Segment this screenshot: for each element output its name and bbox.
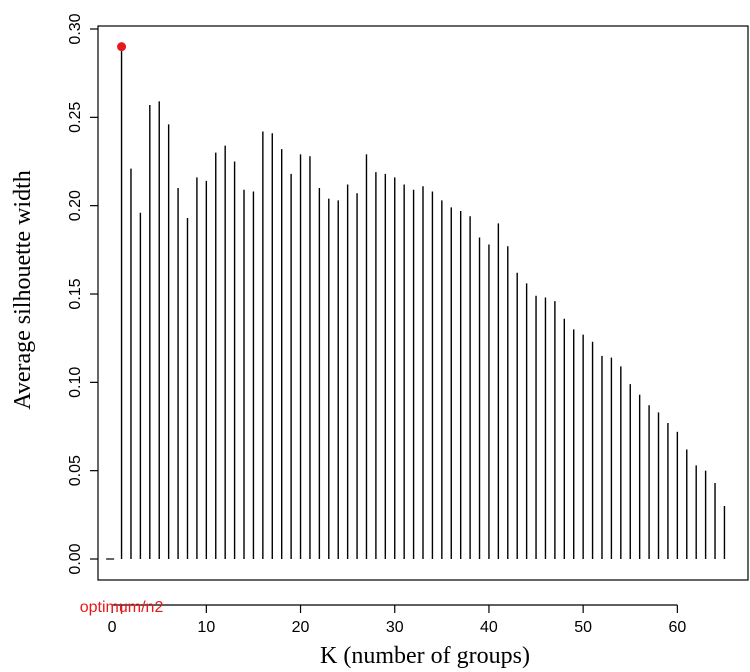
y-tick-label: 0.10 bbox=[67, 367, 84, 398]
optimum-point bbox=[117, 42, 127, 52]
optimum-layer bbox=[117, 42, 127, 614]
axes-layer: 0.00 0.05 0.10 0.15 0.20 0.25 0.30 0 10 20 30 40 50 6… bbox=[67, 13, 749, 636]
optimum-label: optimum/n2 bbox=[80, 599, 164, 616]
y-tick-label: 0.25 bbox=[67, 102, 84, 133]
y-tick-label: 0.00 bbox=[67, 543, 84, 574]
x-tick-label: 60 bbox=[668, 619, 686, 636]
plot-frame bbox=[97, 25, 749, 581]
y-axis-title: Average silhouette width bbox=[10, 170, 36, 409]
x-tick-label: 50 bbox=[574, 619, 592, 636]
x-tick-label: 30 bbox=[386, 619, 404, 636]
y-tick-label: 0.20 bbox=[67, 190, 84, 221]
y-tick-label: 0.05 bbox=[67, 455, 84, 486]
bars-layer bbox=[106, 46, 726, 560]
y-tick-label: 0.15 bbox=[67, 278, 84, 309]
x-tick-label: 0 bbox=[108, 619, 117, 636]
x-tick-label: 10 bbox=[197, 619, 215, 636]
x-tick-label: 40 bbox=[480, 619, 498, 636]
x-axis-title: K (number of groups) bbox=[320, 643, 530, 669]
y-tick-label: 0.30 bbox=[67, 13, 84, 44]
x-tick-label: 20 bbox=[292, 619, 310, 636]
